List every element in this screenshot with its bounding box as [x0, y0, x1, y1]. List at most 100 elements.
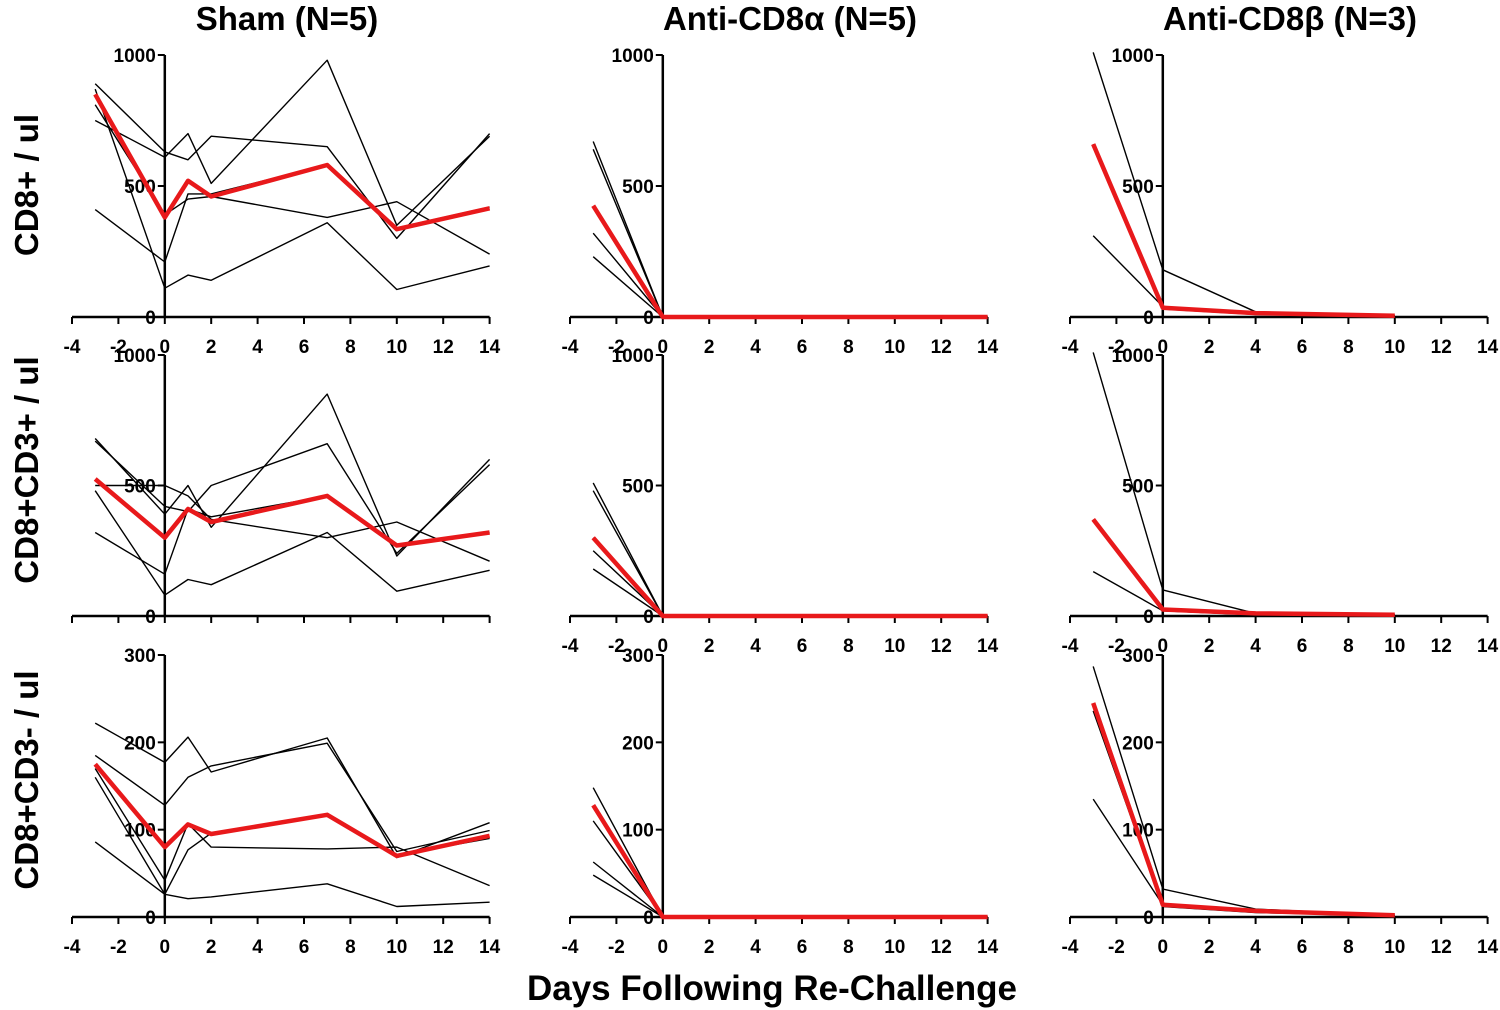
individual-series-line: [94, 776, 490, 908]
individual-series-line: [95, 484, 490, 562]
x-tick-label: 14: [1477, 337, 1499, 358]
x-tick-label: 4: [252, 937, 263, 958]
individual-series-line: [592, 490, 988, 617]
x-tick-label: 2: [206, 337, 217, 358]
x-tick-label: 4: [1250, 937, 1261, 958]
x-tick-label: 2: [1204, 636, 1215, 657]
y-tick-label: 1000: [114, 346, 156, 367]
x-tick-label: 12: [1431, 937, 1452, 958]
x-tick-label: -2: [1108, 937, 1125, 958]
x-tick-label: 6: [1297, 636, 1308, 657]
x-tick-label: 14: [977, 937, 999, 958]
y-tick-label: 300: [1122, 646, 1154, 667]
y-tick-label: 200: [124, 733, 156, 754]
individual-series-line: [94, 59, 491, 227]
y-tick-label: 0: [145, 908, 156, 929]
x-tick-label: -4: [1062, 636, 1079, 657]
x-tick-label: 6: [797, 937, 808, 958]
individual-series-line: [94, 88, 490, 291]
individual-series-line: [1092, 798, 1395, 916]
y-tick-label: 0: [643, 308, 654, 329]
column-title-sham: Sham (N=5): [196, 0, 378, 37]
column-title-anti-cd8b: Anti-CD8β (N=3): [1163, 0, 1417, 37]
y-tick-label: 0: [643, 908, 654, 929]
x-tick-label: 0: [658, 937, 669, 958]
x-tick-label: -2: [110, 337, 127, 358]
x-tick-label: 0: [1158, 937, 1169, 958]
mean-series-line: [1091, 518, 1395, 617]
individual-series-line: [1092, 518, 1395, 616]
x-tick-label: -2: [1108, 337, 1125, 358]
mean-series-line: [93, 762, 491, 859]
y-tick-label: 1000: [612, 346, 654, 367]
mean-series-line: [93, 93, 491, 232]
x-tick-label: -2: [110, 937, 127, 958]
y-tick-label: 500: [622, 477, 654, 498]
y-tick-label: 1000: [612, 46, 654, 67]
x-tick-label: 4: [1250, 337, 1261, 358]
y-tick-label: 0: [1143, 308, 1154, 329]
individual-series-line: [592, 256, 988, 318]
x-tick-label: 8: [843, 937, 854, 958]
y-tick-label: 0: [145, 308, 156, 329]
y-tick-label: 500: [1122, 477, 1154, 498]
x-tick-label: 12: [433, 337, 454, 358]
x-tick-label: 14: [479, 337, 501, 358]
x-tick-label: 8: [843, 337, 854, 358]
y-tick-label: 500: [1122, 177, 1154, 198]
y-tick-label: 200: [622, 733, 654, 754]
x-tick-label: 2: [704, 937, 715, 958]
x-tick-label: 8: [345, 337, 356, 358]
x-tick-label: 8: [1343, 337, 1354, 358]
x-tick-label: -4: [562, 937, 579, 958]
mean-series-line: [1091, 702, 1395, 918]
individual-series-line: [592, 149, 988, 318]
panel-r2-anti-cd8b: -4 -2 0 2 4 6 8 10 12 14 0 500 1000: [1062, 346, 1499, 657]
panel-r1-anti-cd8b: -4 -2 0 2 4 6 8 10 12 14 0 500 1000: [1062, 46, 1499, 358]
x-tick-label: 10: [884, 937, 905, 958]
mean-series-line: [591, 804, 988, 920]
x-tick-label: 12: [931, 636, 952, 657]
x-tick-label: 0: [1158, 337, 1169, 358]
y-tick-label: 500: [622, 177, 654, 198]
x-tick-label: 10: [1384, 937, 1405, 958]
x-tick-label: 2: [704, 636, 715, 657]
x-tick-label: 4: [750, 337, 761, 358]
individual-series-line: [1092, 666, 1395, 916]
column-title-anti-cd8a: Anti-CD8α (N=5): [663, 0, 917, 37]
x-tick-label: -2: [608, 636, 625, 657]
x-tick-label: -4: [562, 636, 579, 657]
x-tick-label: 12: [931, 337, 952, 358]
y-tick-label: 300: [622, 646, 654, 667]
individual-series-line: [94, 768, 490, 887]
x-tick-label: -4: [64, 337, 81, 358]
y-tick-label: 100: [622, 821, 654, 842]
x-tick-label: -4: [1062, 937, 1079, 958]
panel-r1-anti-cd8a: -4 -2 0 2 4 6 8 10 12 14 0 500 1000: [562, 46, 999, 358]
individual-series-line: [94, 440, 491, 555]
x-tick-label: -4: [64, 937, 81, 958]
x-tick-label: 14: [1477, 636, 1499, 657]
x-tick-label: 6: [1297, 337, 1308, 358]
y-tick-label: 0: [643, 607, 654, 628]
y-tick-label: 1000: [114, 46, 156, 67]
x-tick-label: 6: [797, 337, 808, 358]
x-tick-label: 4: [1250, 636, 1261, 657]
x-tick-label: 12: [1431, 337, 1452, 358]
x-tick-label: 10: [1384, 337, 1405, 358]
individual-series-line: [592, 861, 988, 918]
individual-series-line: [94, 490, 490, 596]
individual-series-line: [94, 393, 491, 557]
y-tick-label: 1000: [1112, 346, 1154, 367]
x-tick-label: 6: [1297, 937, 1308, 958]
y-tick-label: 200: [1122, 733, 1154, 754]
y-tick-label: 0: [145, 607, 156, 628]
x-tick-label: -4: [1062, 337, 1079, 358]
x-tick-label: 10: [884, 337, 905, 358]
x-tick-label: 10: [1384, 636, 1405, 657]
y-tick-label: 300: [124, 646, 156, 667]
panel-r3-anti-cd8a: -4 -2 0 2 4 6 8 10 12 14 0 100 200 300: [562, 646, 999, 958]
x-tick-label: 6: [299, 937, 310, 958]
